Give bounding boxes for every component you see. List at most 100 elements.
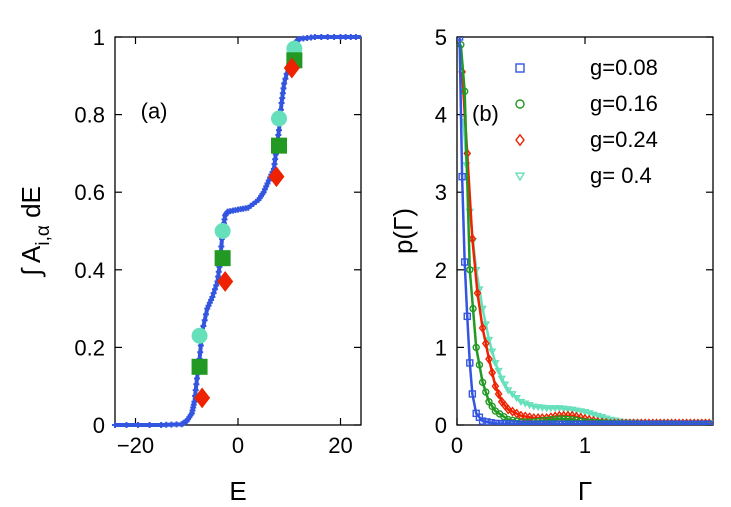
a-marker-red-diamond: [217, 271, 234, 292]
b-point-g= 0.4: [550, 405, 560, 413]
b-plot-area: [457, 37, 713, 425]
b-ytick-label: 3: [435, 180, 447, 205]
b-point-g=0.24: [468, 233, 477, 244]
a-curve-point: [146, 422, 153, 428]
b-line-g= 0.4: [462, 118, 713, 424]
a-marker-cyan-circle: [271, 110, 287, 127]
a-ytick-label: 0.4: [74, 258, 105, 283]
b-ytick-label: 4: [435, 103, 447, 128]
a-curve-point: [281, 80, 288, 87]
b-point-g= 0.4: [487, 348, 497, 356]
a-marker-green-square: [214, 250, 231, 267]
b-point-g=0.08: [652, 420, 661, 425]
b-point-g=0.08: [705, 420, 713, 425]
a-xtick-label: 0: [232, 433, 244, 458]
b-point-g= 0.4: [542, 405, 551, 413]
a-curve-point: [213, 282, 220, 289]
a-ytick-label: 0.6: [74, 180, 105, 205]
a-curve-point: [218, 243, 225, 250]
b-point-g=0.08: [539, 420, 548, 425]
b-point-g=0.24: [478, 322, 487, 334]
b-point-g=0.08: [457, 37, 464, 41]
a-ytick-label: 0.8: [74, 103, 105, 128]
b-point-g=0.08: [667, 420, 676, 425]
b-ytick-label: 5: [435, 25, 447, 50]
b-point-g=0.08: [573, 420, 582, 425]
b-point-g=0.16: [469, 304, 477, 313]
b-point-g=0.08: [675, 420, 683, 425]
b-point-g=0.24: [473, 288, 482, 299]
a-xtick-label: −20: [117, 433, 154, 458]
a-panel-label: (a): [141, 98, 168, 123]
a-curve-point: [324, 34, 331, 40]
b-point-g=0.08: [521, 420, 529, 425]
b-panel-label: (b): [472, 101, 499, 126]
b-point-g=0.08: [600, 420, 608, 425]
b-point-g= 0.4: [563, 406, 573, 414]
b-xtick-label: 1: [579, 433, 591, 458]
b-point-g=0.08: [641, 420, 649, 425]
b-point-g=0.24: [481, 338, 490, 349]
b-point-g= 0.4: [478, 305, 487, 313]
b-point-g= 0.4: [500, 381, 510, 389]
a-curve-point: [168, 421, 175, 428]
b-point-g=0.08: [701, 420, 710, 425]
b-point-g=0.08: [554, 420, 563, 425]
a-curve-point: [112, 422, 118, 428]
b-point-g=0.08: [566, 420, 574, 425]
b-point-g=0.08: [664, 420, 672, 425]
b-point-g=0.08: [558, 420, 567, 425]
b-point-g=0.08: [458, 172, 466, 181]
b-point-g=0.08: [656, 420, 664, 425]
a-y-label-suffix: dE: [16, 186, 46, 225]
b-point-g=0.08: [547, 420, 555, 425]
a-curve-point: [202, 311, 209, 318]
a-marker-red-diamond: [268, 166, 285, 188]
b-line-g=0.08: [458, 37, 713, 425]
b-point-g=0.08: [618, 420, 627, 425]
b-point-g=0.08: [686, 420, 695, 425]
a-marker-green-square: [271, 137, 287, 154]
b-point-g= 0.4: [559, 405, 568, 413]
b-point-g=0.08: [637, 420, 646, 425]
b-legend-marker-g= 0.4: [514, 172, 526, 182]
a-curve-point: [276, 127, 282, 134]
a-marker-red-diamond: [194, 387, 211, 409]
a-curve-point: [352, 34, 359, 40]
b-point-g=0.08: [630, 420, 638, 425]
a-curve-point: [200, 323, 207, 330]
a-curve-point: [163, 421, 170, 428]
b-point-g= 0.4: [533, 404, 543, 412]
a-curve-point: [201, 317, 208, 324]
a-curve-point: [135, 422, 142, 428]
a-y-label-prefix: ∫ A: [16, 245, 46, 278]
b-point-g=0.16: [504, 415, 512, 424]
b-point-g= 0.4: [484, 336, 494, 345]
b-point-g=0.08: [585, 420, 593, 425]
b-point-g=0.08: [698, 420, 706, 425]
a-curve-point: [193, 381, 200, 388]
a-plot-frame: [114, 36, 362, 426]
b-point-g=0.08: [596, 420, 604, 425]
b-point-g= 0.4: [503, 387, 513, 395]
b-point-g= 0.4: [481, 321, 491, 329]
b-point-g=0.16: [475, 361, 484, 369]
b-point-g= 0.4: [491, 360, 500, 368]
b-legend-marker-g=0.08: [515, 63, 525, 73]
a-y-axis-label: ∫ Ai,α dE: [16, 186, 54, 278]
b-ytick-label: 1: [435, 335, 447, 360]
b-point-g=0.08: [622, 420, 631, 425]
a-ytick-label: 0: [93, 413, 105, 438]
a-curve-point: [210, 290, 217, 297]
b-legend-marker-g=0.24: [515, 133, 525, 147]
b-point-g=0.16: [564, 415, 572, 424]
b-point-g=0.08: [460, 258, 469, 266]
b-point-g=0.24: [488, 367, 497, 378]
a-marker-cyan-circle: [214, 223, 231, 239]
b-point-g=0.16: [472, 343, 480, 352]
a-curve-point: [211, 286, 218, 293]
b-point-g=0.08: [682, 420, 691, 425]
b-point-g=0.24: [508, 406, 517, 417]
b-point-g=0.08: [478, 417, 487, 425]
b-y-axis-label: p(Γ): [388, 208, 418, 254]
